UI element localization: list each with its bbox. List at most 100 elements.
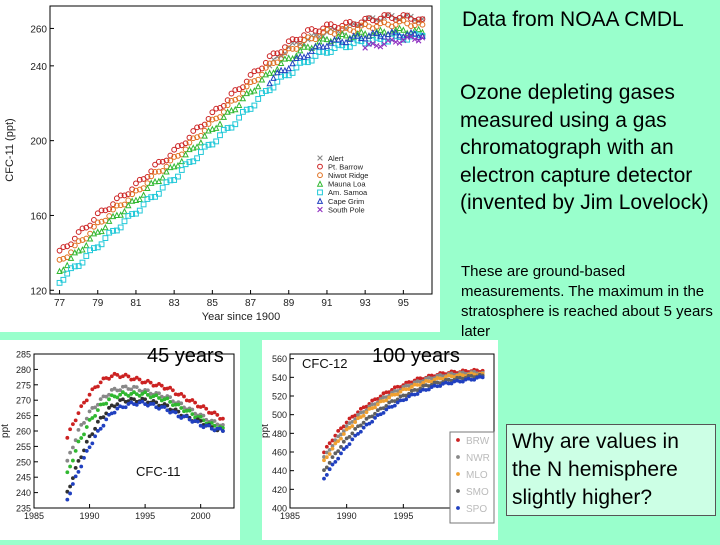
data-point <box>466 373 471 378</box>
data-point <box>387 395 392 400</box>
legend-marker <box>456 472 460 476</box>
data-point <box>115 388 120 393</box>
data-point <box>378 412 383 417</box>
data-point <box>112 404 117 409</box>
data-point <box>190 144 197 151</box>
data-point <box>98 426 103 431</box>
data-point <box>76 470 81 474</box>
data-point <box>190 128 197 134</box>
data-point <box>344 420 349 425</box>
data-point <box>157 396 161 400</box>
data-point <box>236 114 242 121</box>
data-point <box>120 374 125 379</box>
data-point <box>373 397 377 402</box>
data-point <box>120 397 125 402</box>
data-point <box>404 20 411 27</box>
data-point <box>432 377 437 382</box>
data-point <box>297 59 304 66</box>
data-point <box>121 192 128 199</box>
data-point <box>419 16 426 22</box>
data-point <box>143 380 148 385</box>
data-point <box>293 46 300 52</box>
data-point <box>187 417 192 422</box>
data-point <box>75 229 82 235</box>
y-tick-label: 560 <box>272 354 287 364</box>
data-point <box>220 126 227 133</box>
cfc12-trend-plot: 1985199019952000400420440460480500520540… <box>260 353 495 524</box>
data-point <box>404 397 409 402</box>
data-point <box>341 432 346 436</box>
data-point <box>381 410 386 415</box>
data-point <box>387 405 392 410</box>
data-point <box>460 379 465 384</box>
data-point <box>330 446 335 451</box>
data-point <box>300 53 308 60</box>
x-tick-label: 79 <box>92 298 104 309</box>
data-point <box>475 368 479 373</box>
data-point <box>419 35 426 41</box>
data-point <box>389 37 395 43</box>
y-tick-label: 240 <box>16 488 31 498</box>
data-point <box>346 43 353 50</box>
data-point <box>384 407 389 412</box>
data-point <box>378 406 383 411</box>
data-point <box>82 400 86 405</box>
data-point <box>429 385 434 389</box>
y-tick-label: 265 <box>16 411 31 421</box>
data-point <box>377 20 384 27</box>
data-point <box>324 473 329 477</box>
data-point <box>159 405 164 409</box>
data-point <box>350 424 355 428</box>
data-point <box>209 421 214 425</box>
data-point <box>193 400 198 405</box>
data-point <box>270 84 277 91</box>
data-point <box>243 106 250 113</box>
data-point <box>190 412 195 417</box>
data-point <box>289 59 296 67</box>
data-point <box>274 50 281 57</box>
data-point <box>106 217 113 224</box>
data-point <box>120 405 125 410</box>
data-point <box>118 388 123 393</box>
data-point <box>98 227 105 235</box>
data-point <box>336 449 341 454</box>
y-tick-label: 235 <box>16 504 31 514</box>
data-point <box>79 404 84 409</box>
data-point <box>404 383 409 388</box>
data-point <box>409 392 414 397</box>
data-point <box>392 403 397 408</box>
data-point <box>304 43 312 50</box>
data-point <box>157 381 161 386</box>
data-point <box>373 42 380 49</box>
data-point <box>304 34 311 41</box>
data-point <box>129 400 134 405</box>
data-point <box>176 414 181 419</box>
data-point <box>460 370 465 375</box>
data-point <box>339 38 346 45</box>
data-point <box>312 36 319 43</box>
data-point <box>70 458 75 463</box>
data-point <box>415 32 422 39</box>
data-point <box>151 177 159 185</box>
data-point <box>107 397 111 402</box>
data-point <box>154 383 159 388</box>
y-tick-label: 270 <box>16 396 31 406</box>
data-point <box>259 65 265 72</box>
data-point <box>455 375 460 380</box>
data-point <box>91 245 97 251</box>
data-point <box>110 227 116 234</box>
data-point <box>125 212 132 219</box>
data-point <box>68 491 73 496</box>
data-point <box>170 388 175 393</box>
data-point <box>327 467 332 472</box>
data-point <box>228 90 235 97</box>
data-point <box>375 397 380 401</box>
data-point <box>93 414 98 418</box>
data-point <box>71 263 78 270</box>
data-point <box>173 402 178 407</box>
data-point <box>163 157 170 164</box>
data-point <box>213 138 220 145</box>
data-point <box>145 393 150 397</box>
y-tick-label: 480 <box>272 429 287 439</box>
data-point <box>356 410 360 415</box>
